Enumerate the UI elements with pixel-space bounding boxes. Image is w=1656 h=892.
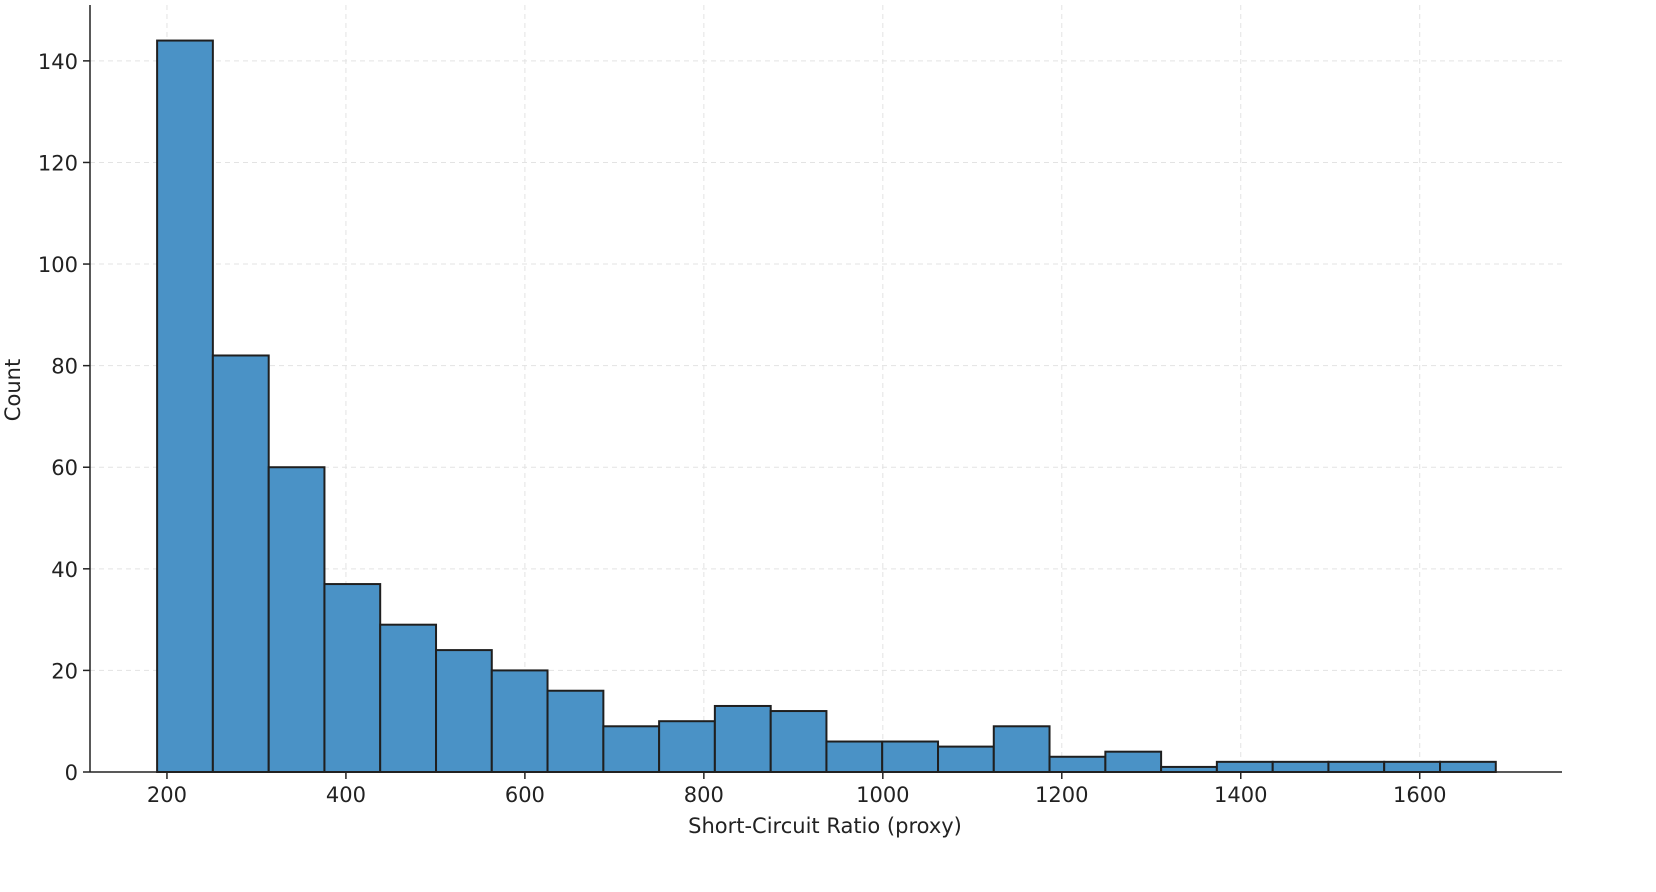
y-tick-label: 40 <box>51 558 78 582</box>
bar <box>435 649 493 773</box>
x-tick-label: 200 <box>147 783 187 807</box>
x-tick-label: 1000 <box>856 783 909 807</box>
bar <box>1104 750 1163 774</box>
y-tick-label: 80 <box>51 355 78 379</box>
bar <box>769 710 828 774</box>
bar <box>211 354 270 773</box>
x-axis-label: Short-Circuit Ratio (proxy) <box>688 814 962 838</box>
bar <box>825 740 884 774</box>
y-tick-label: 20 <box>51 659 78 683</box>
bar <box>1327 760 1386 774</box>
y-tick-label: 60 <box>51 456 78 480</box>
bar <box>490 669 549 773</box>
x-tick-label: 1400 <box>1214 783 1267 807</box>
x-tick-label: 1200 <box>1035 783 1088 807</box>
bar <box>156 39 214 774</box>
x-tick-label: 1600 <box>1393 783 1446 807</box>
y-tick-label: 140 <box>38 50 78 74</box>
bar <box>1439 760 1497 774</box>
bar <box>992 725 1051 774</box>
bar <box>602 725 661 774</box>
bar <box>1383 760 1442 774</box>
bar <box>713 704 772 773</box>
bar <box>881 740 940 774</box>
x-tick-label: 600 <box>505 783 545 807</box>
bar <box>1271 760 1330 774</box>
x-tick-label: 800 <box>684 783 724 807</box>
bar <box>658 720 716 774</box>
y-tick-label: 100 <box>38 253 78 277</box>
x-tick-label: 400 <box>326 783 366 807</box>
bar <box>1048 755 1107 774</box>
bar <box>546 689 605 773</box>
bar <box>323 583 382 774</box>
bar <box>1215 760 1274 774</box>
y-tick-label: 0 <box>65 761 78 785</box>
bar <box>379 623 438 774</box>
bar <box>937 745 995 774</box>
bar <box>1160 765 1218 774</box>
bar <box>267 466 326 773</box>
y-tick-label: 120 <box>38 151 78 175</box>
y-axis-label: Count <box>1 359 25 421</box>
